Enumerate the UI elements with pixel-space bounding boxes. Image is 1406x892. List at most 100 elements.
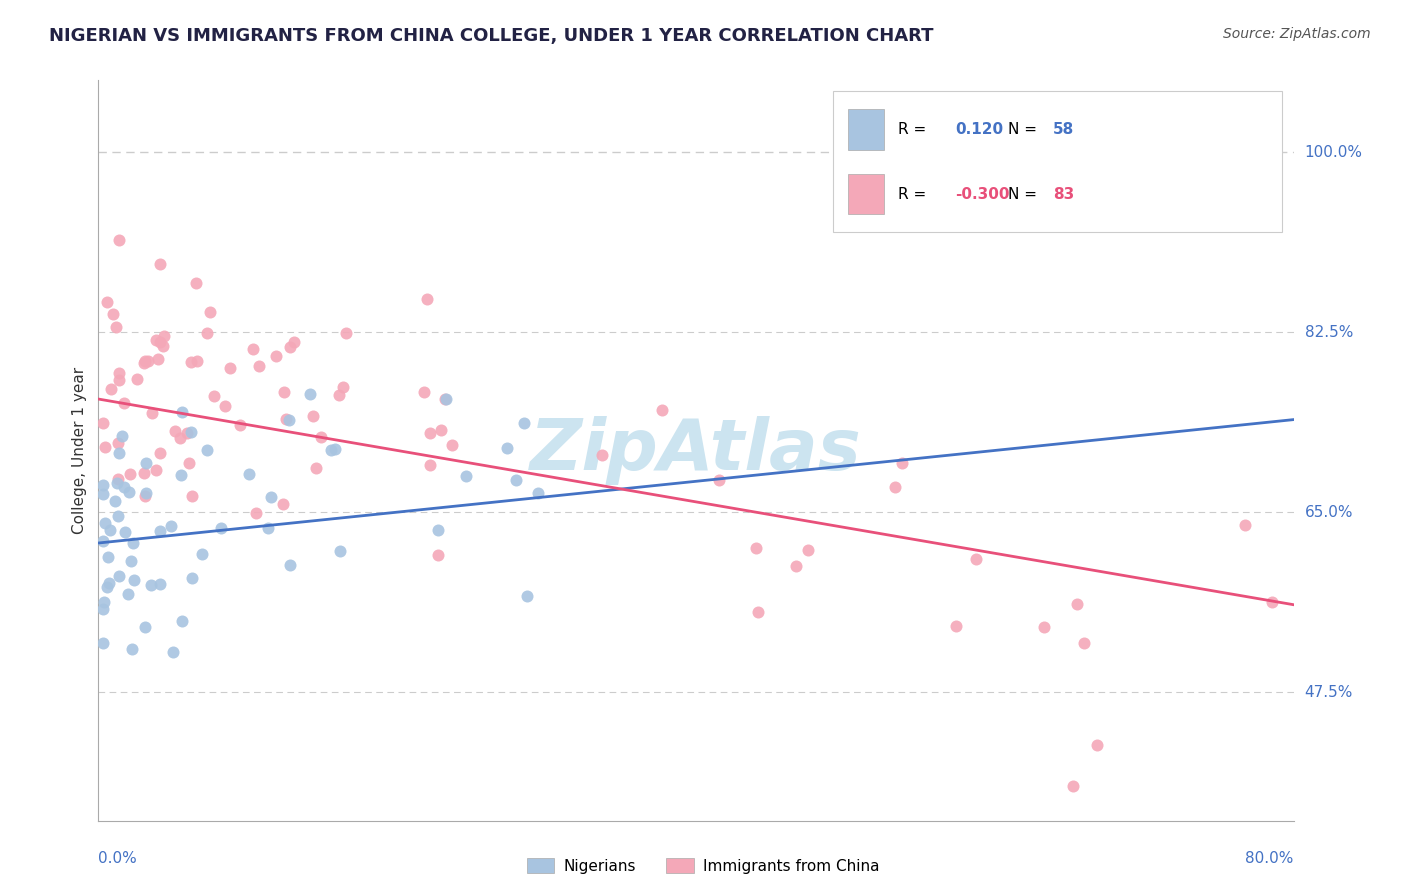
Point — [108, 446, 131, 460]
Point — [169, 468, 191, 483]
Text: NIGERIAN VS IMMIGRANTS FROM CHINA COLLEGE, UNDER 1 YEAR CORRELATION CHART: NIGERIAN VS IMMIGRANTS FROM CHINA COLLEG… — [49, 27, 934, 45]
Point — [301, 409, 323, 423]
Point — [180, 425, 202, 440]
Point — [257, 521, 280, 535]
Point — [180, 354, 202, 368]
Point — [124, 573, 146, 587]
Point — [107, 475, 129, 490]
Point — [419, 425, 441, 440]
Point — [427, 523, 450, 537]
Point — [152, 339, 174, 353]
Point — [195, 443, 218, 458]
Point — [325, 442, 347, 457]
Point — [162, 645, 184, 659]
Point — [134, 620, 156, 634]
Point — [591, 448, 613, 462]
Point — [1062, 780, 1084, 794]
Point — [413, 385, 436, 400]
Text: N =: N = — [1008, 122, 1036, 136]
Point — [91, 416, 114, 430]
Point — [195, 326, 218, 340]
Point — [184, 276, 207, 290]
Point — [181, 489, 204, 503]
Point — [238, 467, 260, 481]
Point — [707, 474, 730, 488]
Point — [319, 442, 342, 457]
Text: 82.5%: 82.5% — [1305, 325, 1353, 340]
Point — [121, 641, 143, 656]
Point — [283, 334, 305, 349]
Point — [114, 480, 136, 494]
Point — [118, 467, 141, 481]
Point — [245, 507, 267, 521]
Point — [278, 340, 301, 354]
Point — [276, 411, 298, 425]
Point — [745, 541, 768, 555]
Point — [219, 361, 242, 376]
Point — [149, 334, 172, 349]
Point — [177, 456, 200, 470]
Point — [98, 576, 121, 591]
Point — [311, 430, 333, 444]
Point — [149, 524, 172, 539]
Text: 65.0%: 65.0% — [1305, 505, 1353, 520]
Point — [271, 498, 294, 512]
Point — [97, 550, 120, 565]
Point — [146, 352, 169, 367]
Point — [454, 468, 477, 483]
Point — [149, 257, 172, 271]
Point — [965, 551, 987, 566]
Point — [516, 590, 538, 604]
Legend: Nigerians, Immigrants from China: Nigerians, Immigrants from China — [520, 852, 886, 880]
Point — [145, 463, 167, 477]
Point — [1032, 620, 1054, 634]
Point — [191, 547, 214, 561]
Point — [98, 523, 121, 537]
Text: -0.300: -0.300 — [955, 186, 1010, 202]
Point — [91, 487, 114, 501]
Point — [945, 619, 967, 633]
Point — [96, 294, 118, 309]
Point — [335, 326, 357, 340]
Point — [505, 473, 527, 487]
Point — [299, 387, 322, 401]
Point — [120, 554, 142, 568]
Point — [101, 307, 124, 321]
Point — [416, 292, 439, 306]
Point — [91, 635, 114, 649]
Point — [1234, 517, 1257, 532]
Point — [104, 320, 127, 334]
Point — [160, 519, 183, 533]
Point — [1066, 597, 1088, 611]
Point — [891, 456, 914, 470]
Point — [229, 417, 252, 432]
Point — [122, 535, 145, 549]
Point — [100, 383, 122, 397]
Point — [176, 425, 198, 440]
Point — [112, 396, 135, 410]
Text: N =: N = — [1008, 186, 1036, 202]
Point — [1085, 738, 1108, 752]
Point — [332, 380, 354, 394]
Point — [141, 406, 163, 420]
Point — [136, 354, 159, 368]
Point — [170, 405, 193, 419]
Point — [93, 440, 115, 454]
Point — [104, 494, 127, 508]
Point — [1073, 636, 1095, 650]
Point — [114, 524, 136, 539]
Point — [211, 521, 233, 535]
Point — [883, 480, 905, 494]
Text: 47.5%: 47.5% — [1305, 684, 1353, 699]
FancyBboxPatch shape — [834, 91, 1282, 232]
Point — [111, 429, 134, 443]
Point — [328, 388, 350, 402]
Point — [117, 587, 139, 601]
FancyBboxPatch shape — [848, 174, 883, 214]
Text: R =: R = — [898, 122, 927, 136]
Point — [427, 548, 450, 562]
Point — [141, 577, 163, 591]
FancyBboxPatch shape — [848, 109, 883, 150]
Point — [747, 605, 769, 619]
Point — [94, 516, 117, 530]
